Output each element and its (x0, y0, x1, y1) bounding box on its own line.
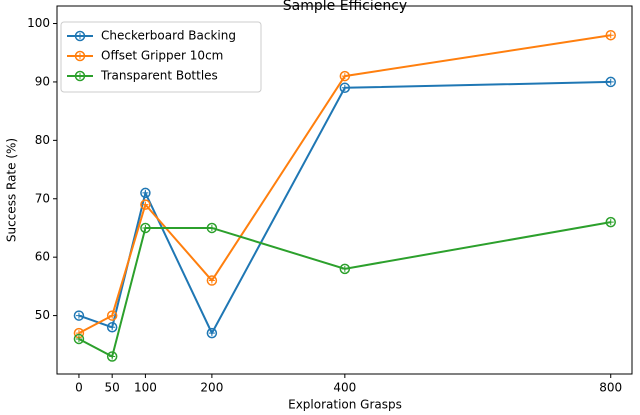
x-tick-label: 400 (333, 381, 356, 395)
marker-ring (339, 263, 351, 275)
marker-ring (605, 216, 616, 228)
marker (73, 310, 85, 321)
marker (206, 222, 218, 234)
marker-cross (109, 324, 116, 331)
marker-cross (607, 219, 614, 226)
series-line (78, 34, 611, 334)
marker-cross (341, 84, 348, 91)
x-tick-label: 50 (105, 381, 120, 395)
marker-cross (341, 265, 348, 272)
marker-cross (75, 335, 82, 342)
legend-box (60, 21, 262, 93)
marker (206, 327, 218, 339)
marker-ring (140, 199, 151, 210)
marker-cross (142, 201, 149, 208)
marker (339, 82, 351, 94)
marker-ring (140, 187, 151, 199)
marker-cross (109, 312, 116, 319)
marker-cross (208, 277, 215, 284)
x-tick-label: 200 (200, 381, 223, 395)
marker-ring (73, 333, 85, 345)
marker (74, 50, 86, 62)
y-tick-label: 100 (27, 16, 50, 30)
marker-ring (339, 70, 351, 82)
x-axis-label: Exploration Grasps (288, 398, 402, 412)
marker (605, 29, 616, 41)
marker-ring (106, 310, 118, 321)
marker (605, 76, 616, 88)
marker-cross (77, 33, 83, 39)
marker (106, 310, 118, 321)
marker-ring (140, 222, 151, 234)
marker-cross (142, 189, 149, 196)
marker-cross (77, 53, 83, 59)
marker (605, 216, 616, 228)
marker-ring (605, 76, 616, 88)
marker-cross (109, 353, 116, 360)
marker-ring (339, 82, 351, 94)
y-tick-label: 50 (35, 308, 50, 322)
marker (339, 70, 351, 82)
marker (106, 351, 118, 362)
marker-cross (77, 73, 83, 79)
marker-cross (208, 224, 215, 231)
marker-cross (208, 330, 215, 337)
marker-ring (73, 310, 85, 321)
y-tick-label: 70 (35, 191, 50, 205)
marker (140, 187, 151, 199)
chart-title: Sample Efficiency (283, 0, 407, 14)
x-tick-label: 100 (134, 381, 157, 395)
marker (106, 322, 118, 333)
marker (74, 70, 86, 82)
y-axis-label: Success Rate (%) (5, 138, 19, 242)
legend-label: Transparent Bottles (100, 69, 218, 83)
marker (339, 263, 351, 275)
x-tick-label: 0 (75, 381, 83, 395)
marker-ring (605, 29, 616, 41)
series-line (78, 80, 611, 336)
marker (140, 199, 151, 210)
legend-label: Checkerboard Backing (101, 29, 236, 43)
marker-ring (74, 30, 86, 42)
marker-ring (106, 322, 118, 333)
legend-label: Offset Gripper 10cm (101, 49, 223, 63)
y-tick-label: 90 (35, 74, 50, 88)
marker (73, 333, 85, 345)
marker-cross (341, 73, 348, 80)
marker-ring (206, 327, 218, 339)
marker-ring (74, 70, 86, 82)
marker (74, 30, 86, 42)
marker (206, 275, 218, 286)
marker-cross (607, 32, 614, 39)
y-tick-label: 60 (35, 250, 50, 264)
marker-ring (74, 50, 86, 62)
marker-ring (206, 275, 218, 286)
marker-cross (142, 224, 149, 231)
marker (140, 222, 151, 234)
x-tick-label: 800 (599, 381, 622, 395)
marker-cross (607, 78, 614, 85)
series-line (78, 221, 611, 358)
marker-cross (75, 312, 82, 319)
marker-ring (106, 351, 118, 362)
marker-ring (206, 222, 218, 234)
y-tick-label: 80 (35, 133, 50, 147)
